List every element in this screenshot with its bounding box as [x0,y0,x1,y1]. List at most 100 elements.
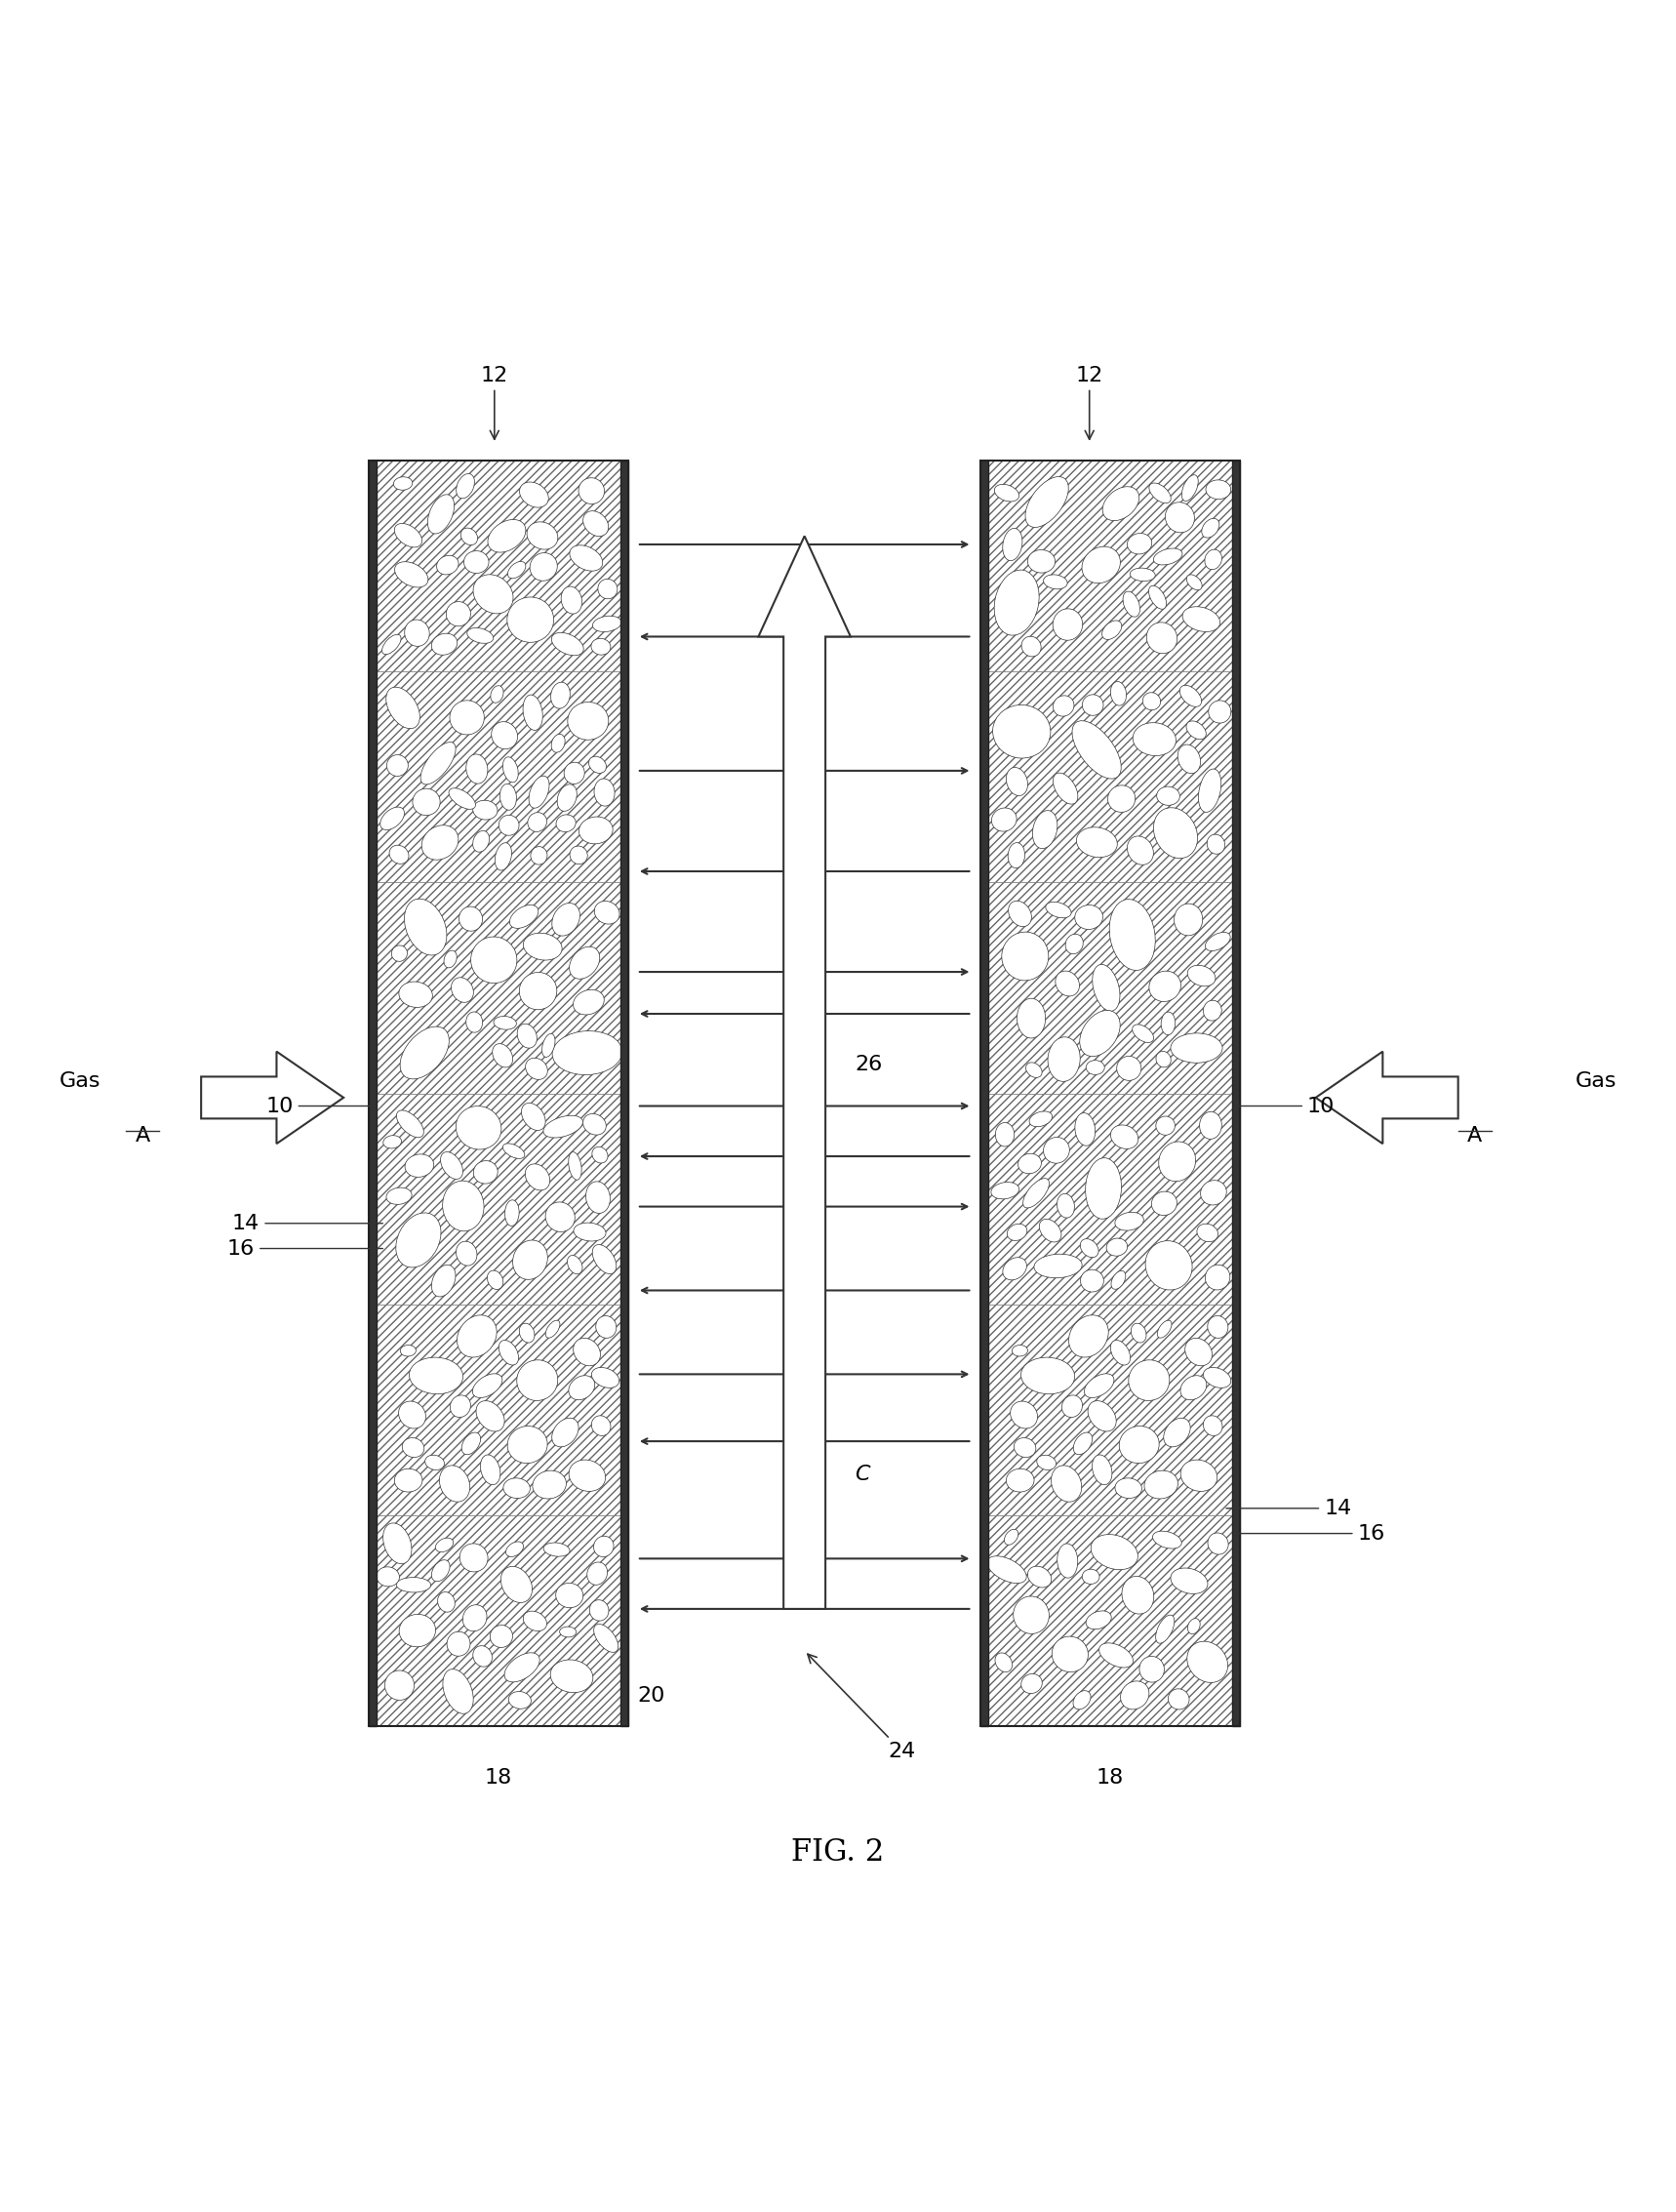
Ellipse shape [573,1338,600,1365]
Bar [1232,460,1240,1725]
Ellipse shape [568,1460,605,1491]
FancyArrow shape [758,535,850,1608]
Ellipse shape [595,1316,617,1338]
Ellipse shape [458,1316,496,1358]
Ellipse shape [504,1652,540,1681]
Ellipse shape [526,522,558,549]
Ellipse shape [1051,1467,1081,1502]
Ellipse shape [508,597,553,641]
Ellipse shape [473,1374,503,1398]
Bar [989,460,1232,672]
Ellipse shape [556,814,577,832]
Ellipse shape [1208,701,1230,723]
Ellipse shape [513,1241,548,1279]
Ellipse shape [1026,1062,1042,1077]
Text: 18: 18 [1096,1767,1125,1787]
Ellipse shape [1150,971,1182,1002]
Ellipse shape [1027,551,1056,573]
Ellipse shape [1086,1157,1121,1219]
Ellipse shape [592,1416,610,1436]
Ellipse shape [1121,1681,1150,1710]
Ellipse shape [592,1367,618,1387]
Ellipse shape [1158,1321,1172,1338]
Text: FIG. 2: FIG. 2 [791,1836,885,1867]
Ellipse shape [587,1562,607,1586]
Ellipse shape [384,1524,412,1564]
Ellipse shape [1207,1316,1229,1338]
Ellipse shape [570,947,600,980]
Ellipse shape [583,511,608,535]
Ellipse shape [1133,723,1177,757]
Ellipse shape [499,1340,518,1365]
Ellipse shape [1021,637,1041,657]
Ellipse shape [1145,1241,1192,1290]
Ellipse shape [385,1188,412,1206]
Ellipse shape [1004,1528,1019,1544]
Ellipse shape [530,776,550,807]
Ellipse shape [394,524,422,546]
Ellipse shape [1017,1152,1041,1175]
Ellipse shape [1021,1674,1042,1694]
Ellipse shape [553,1031,622,1075]
Ellipse shape [590,1599,608,1621]
Ellipse shape [1128,1360,1170,1400]
Ellipse shape [593,1535,613,1557]
Ellipse shape [1076,827,1118,858]
Ellipse shape [459,1544,488,1573]
Ellipse shape [461,529,478,544]
Ellipse shape [399,982,432,1006]
Ellipse shape [996,1652,1012,1672]
Ellipse shape [1168,1688,1190,1710]
Ellipse shape [551,633,583,655]
Ellipse shape [1014,1438,1036,1458]
Ellipse shape [499,814,520,836]
Ellipse shape [1086,1610,1111,1630]
Ellipse shape [1103,487,1140,520]
Ellipse shape [1007,843,1026,867]
FancyArrow shape [201,1051,344,1144]
Ellipse shape [444,951,458,969]
Ellipse shape [523,933,561,960]
Ellipse shape [421,741,456,785]
Ellipse shape [543,1115,583,1137]
Ellipse shape [1063,1396,1083,1418]
Ellipse shape [1187,575,1202,591]
Ellipse shape [520,973,556,1009]
Ellipse shape [394,1469,422,1491]
Ellipse shape [394,478,412,491]
Ellipse shape [1083,1568,1099,1584]
Ellipse shape [456,473,474,498]
Ellipse shape [570,544,603,571]
Bar [989,1093,1232,1305]
Ellipse shape [392,945,407,962]
Ellipse shape [551,734,565,752]
Ellipse shape [422,825,459,860]
Ellipse shape [1108,785,1135,812]
Ellipse shape [1006,768,1027,796]
Ellipse shape [506,1542,523,1557]
Text: 14: 14 [233,1214,382,1232]
Ellipse shape [473,575,513,613]
Ellipse shape [396,1577,431,1593]
Ellipse shape [1131,1323,1146,1343]
Ellipse shape [449,787,476,810]
Ellipse shape [570,845,588,865]
Ellipse shape [583,1115,607,1135]
Ellipse shape [508,562,526,577]
Ellipse shape [992,807,1017,832]
Ellipse shape [389,845,409,865]
Ellipse shape [1180,686,1202,708]
Ellipse shape [545,1201,575,1232]
Ellipse shape [442,1670,473,1714]
Ellipse shape [1207,834,1225,854]
Ellipse shape [1007,1223,1027,1241]
Bar [980,460,989,1725]
Ellipse shape [531,847,548,865]
Ellipse shape [501,1566,533,1604]
Ellipse shape [441,1152,463,1179]
Ellipse shape [1208,1533,1229,1555]
Ellipse shape [387,754,409,776]
Ellipse shape [573,989,603,1015]
Ellipse shape [1009,900,1031,927]
Text: Gas: Gas [1575,1071,1617,1091]
